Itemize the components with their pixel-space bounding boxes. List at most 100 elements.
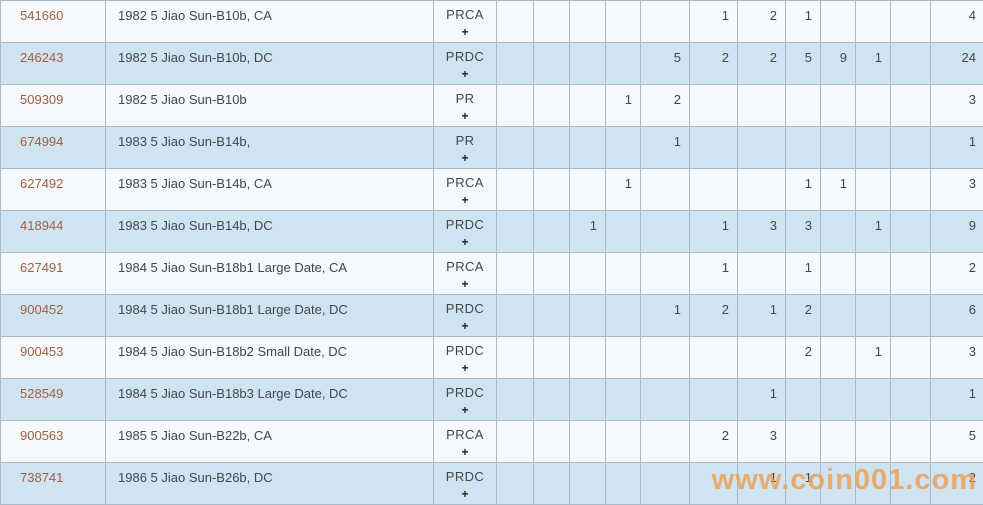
row-total: 2	[931, 253, 983, 295]
expand-button[interactable]: +	[434, 234, 496, 250]
grade-count-cell: 1	[821, 169, 856, 211]
grade-count-cell: 1	[606, 85, 641, 127]
grade-count-cell	[891, 1, 931, 43]
grade-count-cell	[738, 337, 786, 379]
row-total: 9	[931, 211, 983, 253]
grade-count-cell	[570, 127, 606, 169]
grade-count-cell: 1	[641, 127, 690, 169]
row-total: 2	[931, 463, 983, 505]
grade-count-cell: 1	[641, 295, 690, 337]
row-total: 4	[931, 1, 983, 43]
expand-button[interactable]: +	[434, 150, 496, 166]
grade-count-cell	[534, 421, 570, 463]
grade-count-cell	[534, 463, 570, 505]
grade-count-cell	[497, 295, 534, 337]
grade-count-cell	[570, 421, 606, 463]
grade-count-cell	[891, 253, 931, 295]
grade-count-cell: 1	[738, 463, 786, 505]
row-total: 3	[931, 85, 983, 127]
grade-count-cell: 2	[738, 43, 786, 85]
cert-number-link[interactable]: 900453	[1, 337, 106, 379]
grade-code: PR	[434, 132, 496, 150]
grade-count-cell	[690, 379, 738, 421]
grade-count-cell	[821, 85, 856, 127]
grade-count-cell: 1	[856, 43, 891, 85]
grade-count-cell	[606, 43, 641, 85]
grade-count-cell	[534, 379, 570, 421]
grade-count-cell	[821, 463, 856, 505]
grade-count-cell	[534, 253, 570, 295]
grade-count-cell	[570, 379, 606, 421]
expand-button[interactable]: +	[434, 66, 496, 82]
grade-code-cell: PRCA+	[434, 1, 497, 43]
grade-count-cell: 1	[786, 1, 821, 43]
grade-count-cell	[891, 211, 931, 253]
grade-count-cell: 1	[786, 253, 821, 295]
cert-number-link[interactable]: 674994	[1, 127, 106, 169]
coin-description: 1984 5 Jiao Sun-B18b3 Large Date, DC	[106, 379, 434, 421]
grade-count-cell	[856, 127, 891, 169]
cert-number-link[interactable]: 900452	[1, 295, 106, 337]
grade-count-cell	[786, 421, 821, 463]
cert-number-link[interactable]: 541660	[1, 1, 106, 43]
expand-button[interactable]: +	[434, 24, 496, 40]
grade-count-cell	[891, 337, 931, 379]
cert-number-link[interactable]: 528549	[1, 379, 106, 421]
cert-number-link[interactable]: 900563	[1, 421, 106, 463]
expand-button[interactable]: +	[434, 276, 496, 292]
grade-count-cell	[570, 85, 606, 127]
grade-count-cell	[497, 421, 534, 463]
cert-number-link[interactable]: 509309	[1, 85, 106, 127]
grade-count-cell: 2	[786, 295, 821, 337]
coin-description: 1985 5 Jiao Sun-B22b, CA	[106, 421, 434, 463]
row-total: 5	[931, 421, 983, 463]
grade-count-cell	[891, 295, 931, 337]
grade-count-cell	[821, 337, 856, 379]
grade-count-cell	[606, 421, 641, 463]
coin-description: 1982 5 Jiao Sun-B10b, CA	[106, 1, 434, 43]
grade-count-cell	[570, 337, 606, 379]
expand-button[interactable]: +	[434, 402, 496, 418]
grade-count-cell	[606, 295, 641, 337]
expand-button[interactable]: +	[434, 444, 496, 460]
expand-button[interactable]: +	[434, 360, 496, 376]
grade-count-cell: 1	[786, 169, 821, 211]
grade-count-cell	[497, 127, 534, 169]
grade-count-cell	[497, 379, 534, 421]
cert-number-link[interactable]: 627491	[1, 253, 106, 295]
grade-count-cell: 1	[690, 253, 738, 295]
grade-code: PRDC	[434, 384, 496, 402]
grade-count-cell	[856, 169, 891, 211]
grade-count-cell	[856, 85, 891, 127]
grade-count-cell: 2	[786, 337, 821, 379]
grade-code: PRDC	[434, 300, 496, 318]
expand-button[interactable]: +	[434, 192, 496, 208]
grade-count-cell: 3	[738, 421, 786, 463]
row-total: 1	[931, 379, 983, 421]
grade-count-cell	[641, 169, 690, 211]
grade-count-cell	[641, 337, 690, 379]
expand-button[interactable]: +	[434, 486, 496, 502]
grade-count-cell: 9	[821, 43, 856, 85]
grade-count-cell	[497, 1, 534, 43]
cert-number-link[interactable]: 246243	[1, 43, 106, 85]
grade-count-cell: 5	[641, 43, 690, 85]
grade-count-cell: 1	[570, 211, 606, 253]
grade-count-cell: 1	[738, 295, 786, 337]
expand-button[interactable]: +	[434, 318, 496, 334]
grade-code: PRDC	[434, 468, 496, 486]
grade-count-cell	[606, 337, 641, 379]
grade-count-cell	[856, 295, 891, 337]
grade-code: PRDC	[434, 342, 496, 360]
grade-count-cell	[606, 253, 641, 295]
cert-number-link[interactable]: 418944	[1, 211, 106, 253]
cert-number-link[interactable]: 738741	[1, 463, 106, 505]
coin-description: 1983 5 Jiao Sun-B14b,	[106, 127, 434, 169]
expand-button[interactable]: +	[434, 108, 496, 124]
cert-number-link[interactable]: 627492	[1, 169, 106, 211]
grade-code: PRCA	[434, 426, 496, 444]
grade-count-cell	[534, 85, 570, 127]
